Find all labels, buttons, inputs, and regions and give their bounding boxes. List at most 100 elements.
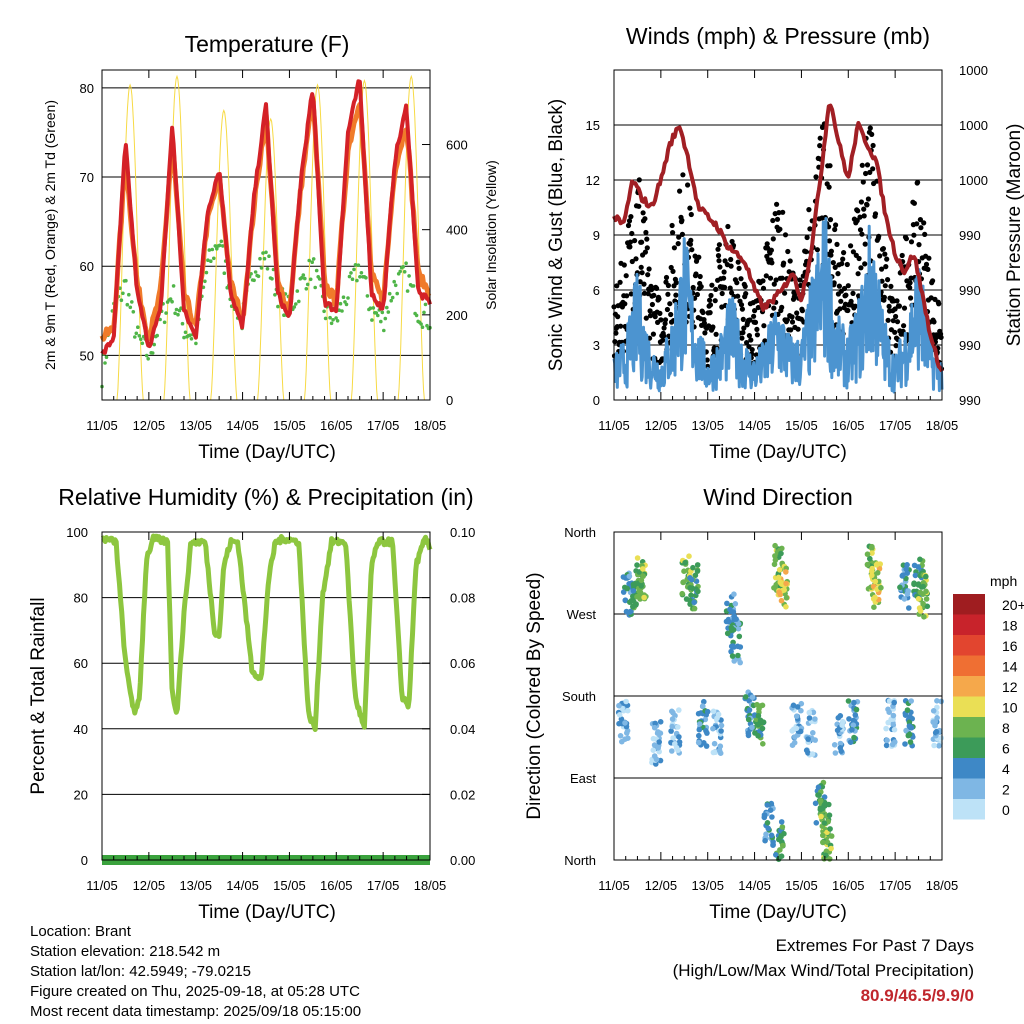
dewpoint-point	[139, 337, 143, 341]
dewpoint-point	[419, 322, 423, 326]
gust-point	[817, 143, 822, 148]
direction-point	[823, 853, 829, 859]
dewpoint-point	[141, 342, 145, 346]
dewpoint-point	[121, 292, 125, 296]
direction-point	[779, 598, 785, 604]
gust-point	[747, 333, 752, 338]
dewpoint-point	[372, 306, 376, 310]
gust-point	[925, 267, 930, 272]
gust-point	[918, 225, 923, 230]
gust-point	[855, 208, 860, 213]
gust-point	[708, 310, 713, 315]
gust-point	[783, 232, 788, 237]
gust-point	[685, 182, 690, 187]
legend-swatch	[953, 656, 985, 677]
dewpoint-point	[294, 302, 298, 306]
dewpoint-point	[127, 293, 131, 297]
x-tick-label: 17/05	[367, 418, 400, 433]
gust-point	[713, 298, 718, 303]
dewpoint-point	[263, 257, 267, 261]
dewpoint-point	[130, 300, 134, 304]
gust-point	[770, 218, 775, 223]
direction-point	[760, 741, 766, 747]
direction-point	[675, 724, 681, 730]
legend-label: 20+	[1002, 597, 1024, 613]
dewpoint-point	[351, 277, 355, 281]
direction-point	[810, 730, 816, 736]
x-tick-label: 12/05	[645, 418, 678, 433]
direction-point	[846, 716, 852, 722]
gust-point	[728, 286, 733, 291]
direction-point	[658, 719, 664, 725]
direction-point	[908, 739, 914, 745]
dewpoint-point	[360, 271, 364, 275]
gust-point	[640, 270, 645, 275]
dewpoint-point	[129, 306, 133, 310]
gust-point	[904, 236, 909, 241]
direction-point	[743, 694, 749, 700]
legend-swatch	[953, 594, 985, 615]
right-tick-label: 1000	[959, 118, 988, 133]
extremes-values: 80.9/46.5/9.9/0	[673, 983, 974, 1008]
gust-point	[722, 269, 727, 274]
gust-point	[743, 291, 748, 296]
direction-point	[627, 573, 633, 579]
direction-point	[746, 717, 752, 723]
gust-point	[885, 277, 890, 282]
gust-point	[861, 179, 866, 184]
gust-point	[769, 260, 774, 265]
dewpoint-point	[170, 300, 174, 304]
gust-point	[650, 302, 655, 307]
gust-point	[831, 260, 836, 265]
gust-point	[667, 301, 672, 306]
y-tick-label: 80	[74, 591, 88, 606]
gust-point	[859, 232, 864, 237]
direction-point	[672, 741, 678, 747]
dewpoint-point	[309, 278, 313, 282]
gust-point	[743, 284, 748, 289]
dewpoint-point	[315, 269, 319, 273]
y-tick-label: 70	[80, 170, 94, 185]
dewpoint-point	[223, 271, 227, 275]
direction-point	[654, 757, 660, 763]
direction-point	[692, 606, 698, 612]
y-tick-label: North	[564, 525, 596, 540]
dewpoint-point	[254, 270, 258, 274]
gust-point	[750, 347, 755, 352]
x-tick-label: 16/05	[320, 878, 353, 893]
direction-point	[902, 741, 908, 747]
x-tick-label: 16/05	[832, 878, 865, 893]
gust-point	[628, 214, 633, 219]
direction-point	[724, 601, 730, 607]
right-tick-label: 0	[446, 393, 453, 408]
gust-point	[629, 231, 634, 236]
gust-point	[779, 305, 784, 310]
direction-point	[718, 728, 724, 734]
direction-point	[791, 703, 797, 709]
gust-point	[739, 336, 744, 341]
direction-point	[873, 579, 879, 585]
legend-label: 18	[1002, 618, 1018, 634]
gust-point	[780, 210, 785, 215]
direction-point	[828, 846, 834, 852]
dewpoint-point	[336, 319, 340, 323]
gust-point	[780, 276, 785, 281]
direction-point	[676, 734, 682, 740]
meteogram-figure: Temperature (F) 11/05 12/05 13/05 14/05 15/0…	[0, 0, 1024, 1024]
gust-point	[622, 262, 627, 267]
x-tick-label: 13/05	[179, 418, 212, 433]
gust-point	[768, 276, 773, 281]
gust-point	[804, 249, 809, 254]
direction-point	[851, 735, 857, 741]
gust-point	[665, 292, 670, 297]
direction-point	[619, 739, 625, 745]
gust-point	[916, 242, 921, 247]
gust-point	[912, 201, 917, 206]
dewpoint-point	[370, 318, 374, 322]
dewpoint-point	[346, 296, 350, 300]
direction-point	[731, 627, 737, 633]
y-tick-label: 6	[593, 283, 600, 298]
direction-point	[907, 723, 913, 729]
gust-point	[788, 258, 793, 263]
gust-point	[647, 266, 652, 271]
